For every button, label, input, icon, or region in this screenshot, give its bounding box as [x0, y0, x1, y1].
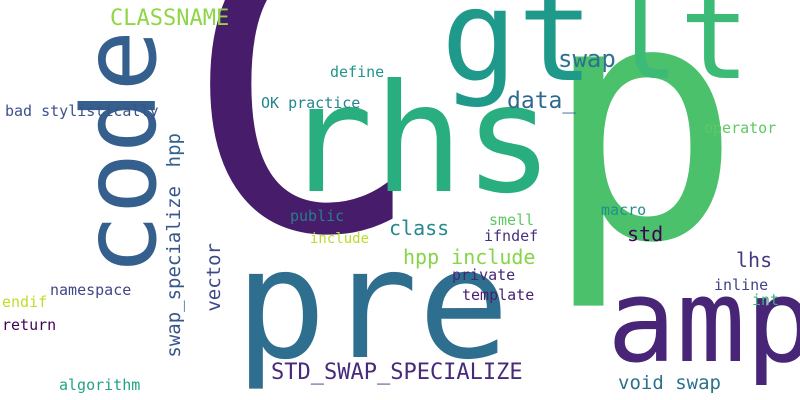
word-ok-practice: OK practice	[261, 94, 361, 112]
word-int: int	[752, 291, 780, 309]
word-classname: CLASSNAME	[110, 6, 230, 31]
word-void-swap: void swap	[618, 372, 721, 394]
word-vector: vector	[203, 243, 225, 312]
word-smell: smell	[489, 211, 535, 229]
word-p: p	[543, 0, 742, 315]
word-rhs: rhs	[283, 53, 554, 227]
word-endif: endif	[2, 293, 48, 311]
word-swap-specialize: swap_specialize	[163, 186, 185, 358]
word-amp: amp	[607, 255, 800, 389]
word-lhs: lhs	[736, 248, 773, 272]
word-macro: macro	[601, 201, 647, 219]
word-include: include	[310, 231, 370, 247]
word-namespace: namespace	[50, 281, 132, 299]
word-private: private	[452, 266, 516, 284]
word-code: code	[61, 30, 180, 276]
word-class: class	[389, 216, 450, 240]
word-hpp-include: hpp include	[403, 245, 536, 269]
word-pre: pre	[235, 216, 510, 393]
word-public: public	[290, 207, 345, 225]
word-define: define	[330, 63, 385, 81]
word-std: std	[627, 222, 664, 246]
word-template: template	[462, 286, 535, 304]
word-std-swap-specialize: STD_SWAP_SPECIALIZE	[271, 360, 523, 385]
word-return: return	[2, 316, 57, 334]
word-hpp: hpp	[163, 133, 185, 168]
word-c: C	[183, 0, 424, 324]
word-inline: inline	[714, 276, 769, 294]
word-lt: lt	[609, 0, 750, 106]
word-data: data_	[507, 88, 577, 114]
word-operator: operator	[704, 119, 777, 137]
word-gt: gt	[441, 0, 594, 110]
word-ifndef: ifndef	[484, 227, 539, 245]
word-swap: swap	[558, 45, 616, 73]
word-algorithm: algorithm	[59, 376, 141, 394]
word-bad-stylistically: bad stylistically	[5, 102, 159, 120]
